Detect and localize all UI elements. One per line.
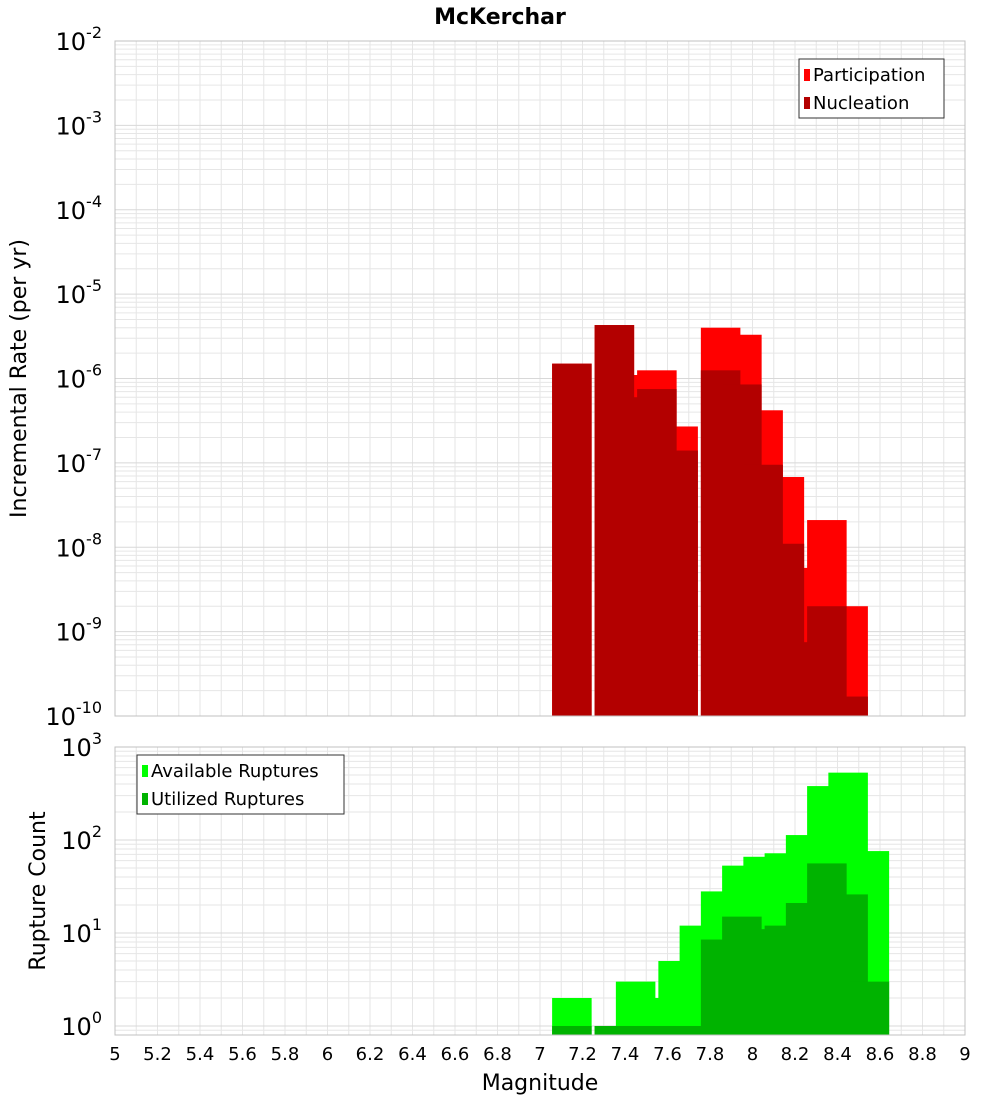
rate-y-tick-label: 10-3: [56, 107, 103, 140]
x-tick-label: 7.8: [696, 1044, 725, 1065]
rate-y-tick-label: 10-2: [56, 23, 103, 56]
incremental-rate-panel: 10-10 10-9 10-8 10-7 10-6 10-5 10-4 10-3 10-2 Inc…: [7, 23, 966, 731]
utilized-ruptures-bar: [679, 1025, 720, 1035]
rate-y-axis-label: Incremental Rate (per yr): [7, 239, 32, 518]
x-tick-label: 5: [109, 1044, 120, 1065]
x-tick-label: 9: [959, 1044, 970, 1065]
utilized-ruptures-bar: [552, 1025, 592, 1035]
x-tick-label: 7.2: [568, 1044, 597, 1065]
count-y-tick-label: 101: [61, 915, 102, 948]
nucleation-legend-swatch: [804, 97, 810, 109]
x-tick-label: 5.4: [186, 1044, 215, 1065]
nucleation-bar: [828, 696, 868, 716]
x-tick-label: 8.2: [781, 1044, 810, 1065]
rate-y-tick-label: 10-7: [56, 445, 103, 478]
rupture-count-panel: 100 101 102 103 Rupture Count Available Ruptu…: [26, 729, 971, 1096]
rate-legend: Participation Nucleation: [798, 58, 945, 119]
available-ruptures-legend-label: Available Ruptures: [151, 761, 319, 782]
x-tick-label: 6.4: [398, 1044, 427, 1065]
rate-y-tick-label: 10-10: [45, 698, 102, 731]
participation-legend-label: Participation: [813, 65, 925, 86]
rate-y-ticks: 10-10 10-9 10-8 10-7 10-6 10-5 10-4 10-3 10-2: [45, 23, 102, 731]
x-tick-label: 7.6: [653, 1044, 682, 1065]
x-tick-label: 8.8: [908, 1044, 937, 1065]
count-y-tick-label: 103: [61, 729, 102, 762]
utilized-ruptures-legend-label: Utilized Ruptures: [151, 789, 304, 810]
x-axis-label: Magnitude: [482, 1071, 599, 1096]
count-y-ticks: 100 101 102 103: [61, 729, 102, 1041]
x-tick-label: 5.2: [143, 1044, 172, 1065]
rate-plot-frame: [114, 40, 966, 717]
utilized-ruptures-bar: [658, 1025, 698, 1035]
x-tick-label: 7: [534, 1044, 545, 1065]
rate-bars: [552, 325, 868, 716]
utilized-ruptures-bar: [637, 1025, 677, 1035]
count-legend: Available Ruptures Utilized Ruptures: [136, 754, 345, 815]
utilized-ruptures-bar: [849, 981, 890, 1035]
count-y-tick-label: 100: [61, 1008, 102, 1041]
participation-legend-swatch: [804, 69, 810, 81]
rate-y-tick-label: 10-4: [56, 192, 103, 225]
count-y-tick-label: 102: [61, 822, 102, 855]
x-tick-label: 6.6: [441, 1044, 470, 1065]
x-tick-label: 5.8: [271, 1044, 300, 1065]
count-plot-frame: [114, 746, 966, 1036]
chart-title: McKerchar: [434, 5, 566, 30]
utilized-ruptures-bar: [594, 1025, 635, 1035]
x-tick-label: 8.4: [823, 1044, 852, 1065]
nucleation-bar: [658, 450, 698, 716]
x-ticks: 5 5.2 5.4 5.6 5.8 6 6.2 6.4 6.6 6.8 7 7.2 7.4 7.6 7.8 8…: [109, 1044, 970, 1065]
count-legend-box: [136, 754, 345, 815]
nucleation-bar: [552, 363, 592, 716]
x-tick-label: 6.8: [483, 1044, 512, 1065]
x-tick-label: 8: [747, 1044, 758, 1065]
available-ruptures-legend-swatch: [142, 765, 148, 777]
x-tick-label: 7.4: [611, 1044, 640, 1065]
utilized-ruptures-legend-swatch: [142, 793, 148, 805]
rate-y-tick-label: 10-9: [56, 614, 103, 647]
x-tick-label: 5.6: [228, 1044, 257, 1065]
rate-y-tick-label: 10-6: [56, 361, 103, 394]
utilized-ruptures-bar: [615, 1025, 656, 1035]
x-tick-label: 6: [322, 1044, 333, 1065]
count-bars: [552, 772, 890, 1035]
x-tick-label: 6.2: [356, 1044, 385, 1065]
rate-y-tick-label: 10-5: [56, 276, 103, 309]
rate-legend-box: [798, 58, 945, 119]
count-y-axis-label: Rupture Count: [26, 811, 51, 971]
rate-y-tick-label: 10-8: [56, 529, 103, 562]
nucleation-legend-label: Nucleation: [813, 93, 909, 114]
x-tick-label: 8.6: [866, 1044, 895, 1065]
